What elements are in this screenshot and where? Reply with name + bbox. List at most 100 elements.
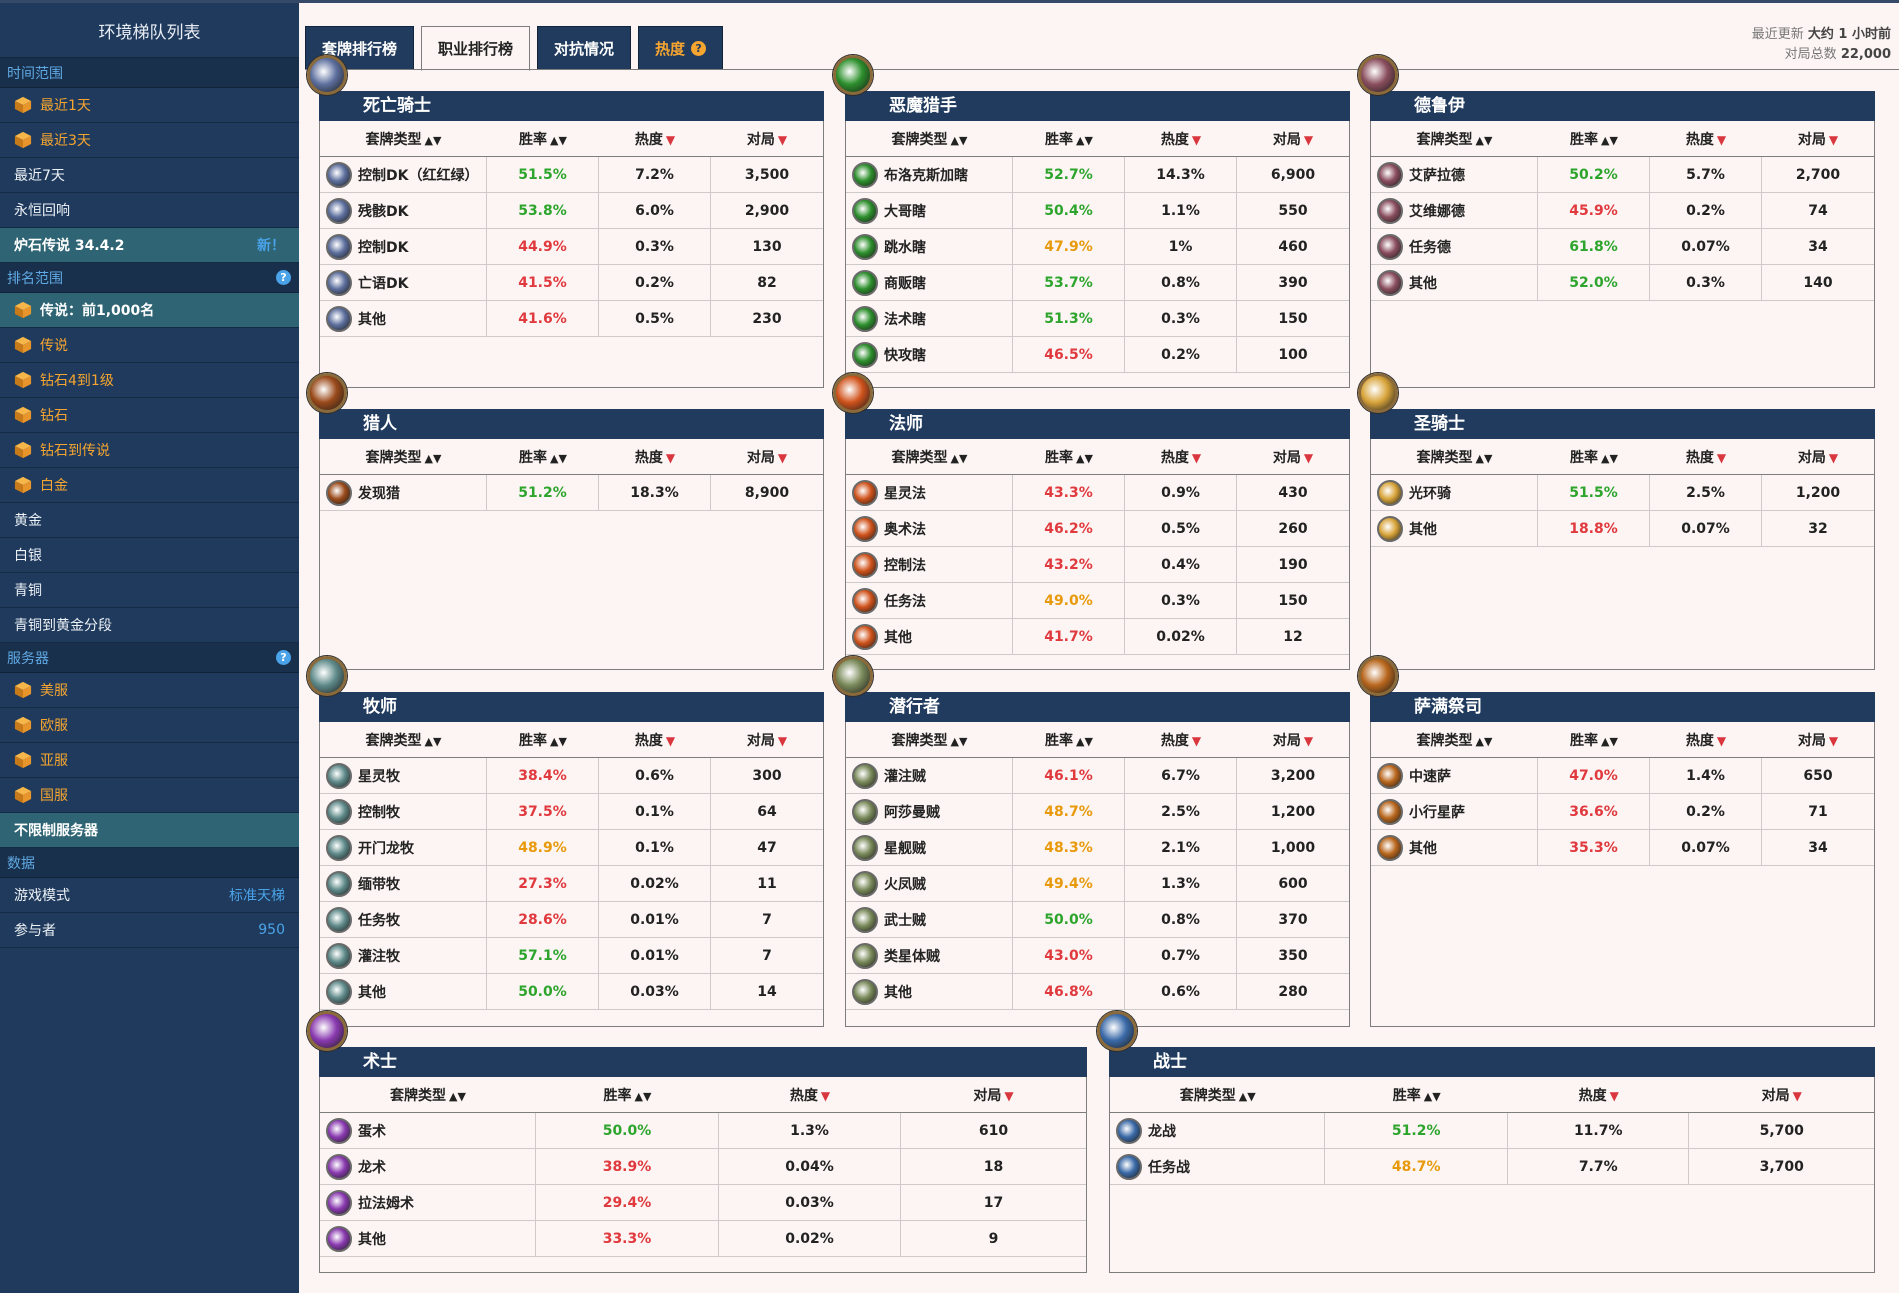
table-row[interactable]: 其他 46.8% 0.6% 280 <box>846 973 1349 1010</box>
sidebar-item[interactable]: 永恒回响 <box>0 193 299 228</box>
column-header-popularity[interactable]: 热度 ▼ <box>1125 447 1237 467</box>
column-header-popularity[interactable]: 热度 ▼ <box>1508 1085 1690 1105</box>
sidebar-item[interactable]: 传说 <box>0 328 299 363</box>
column-header-deck[interactable]: 套牌类型 ▲▼ <box>1371 730 1538 750</box>
table-row[interactable]: 中速萨 47.0% 1.4% 650 <box>1371 757 1874 794</box>
column-header-popularity[interactable]: 热度 ▼ <box>599 447 711 467</box>
column-header-popularity[interactable]: 热度 ▼ <box>719 1085 901 1105</box>
deck-name[interactable]: 蛋术 <box>358 1123 386 1140</box>
table-row[interactable]: 其他 35.3% 0.07% 34 <box>1371 829 1874 866</box>
column-header-games[interactable]: 对局 ▼ <box>901 1085 1086 1105</box>
table-row[interactable]: 光环骑 51.5% 2.5% 1,200 <box>1371 474 1874 511</box>
column-header-games[interactable]: 对局 ▼ <box>1237 129 1349 149</box>
table-row[interactable]: 星舰贼 48.3% 2.1% 1,000 <box>846 829 1349 866</box>
table-row[interactable]: 其他 41.7% 0.02% 12 <box>846 618 1349 655</box>
column-header-winrate[interactable]: 胜率 ▲▼ <box>487 129 599 149</box>
column-header-deck[interactable]: 套牌类型 ▲▼ <box>1371 129 1538 149</box>
table-row[interactable]: 武士贼 50.0% 0.8% 370 <box>846 901 1349 938</box>
deck-name[interactable]: 火凤贼 <box>884 876 926 893</box>
deck-name[interactable]: 其他 <box>358 984 386 1001</box>
column-header-deck[interactable]: 套牌类型 ▲▼ <box>320 730 487 750</box>
deck-name[interactable]: 控制牧 <box>358 804 400 821</box>
sidebar-item[interactable]: 白银 <box>0 538 299 573</box>
column-header-deck[interactable]: 套牌类型 ▲▼ <box>1110 1085 1325 1105</box>
tab-3[interactable]: 热度? <box>638 26 724 69</box>
deck-name[interactable]: 任务德 <box>1409 239 1451 256</box>
column-header-popularity[interactable]: 热度 ▼ <box>1125 129 1237 149</box>
column-header-games[interactable]: 对局 ▼ <box>1689 1085 1874 1105</box>
table-row[interactable]: 跳水瞎 47.9% 1% 460 <box>846 228 1349 265</box>
table-row[interactable]: 阿莎曼贼 48.7% 2.5% 1,200 <box>846 793 1349 830</box>
sidebar-item[interactable]: 钻石到传说 <box>0 433 299 468</box>
column-header-games[interactable]: 对局 ▼ <box>1762 129 1874 149</box>
table-row[interactable]: 残骸DK 53.8% 6.0% 2,900 <box>320 192 823 229</box>
column-header-winrate[interactable]: 胜率 ▲▼ <box>1013 447 1125 467</box>
table-row[interactable]: 大哥瞎 50.4% 1.1% 550 <box>846 192 1349 229</box>
table-row[interactable]: 任务战 48.7% 7.7% 3,700 <box>1110 1148 1874 1185</box>
deck-name[interactable]: 其他 <box>1409 275 1437 292</box>
sidebar-item[interactable]: 黄金 <box>0 503 299 538</box>
sidebar-item[interactable]: 不限制服务器 <box>0 813 299 848</box>
table-row[interactable]: 缅带牧 27.3% 0.02% 11 <box>320 865 823 902</box>
table-row[interactable]: 奥术法 46.2% 0.5% 260 <box>846 510 1349 547</box>
deck-name[interactable]: 星舰贼 <box>884 840 926 857</box>
table-row[interactable]: 控制法 43.2% 0.4% 190 <box>846 546 1349 583</box>
table-row[interactable]: 类星体贼 43.0% 0.7% 350 <box>846 937 1349 974</box>
sidebar-item[interactable]: 欧服 <box>0 708 299 743</box>
sidebar-item[interactable]: 传说：前1,000名 <box>0 293 299 328</box>
column-header-winrate[interactable]: 胜率 ▲▼ <box>536 1085 719 1105</box>
help-icon[interactable]: ? <box>276 270 291 285</box>
table-row[interactable]: 艾萨拉德 50.2% 5.7% 2,700 <box>1371 156 1874 193</box>
deck-name[interactable]: 任务法 <box>884 593 926 610</box>
tab-2[interactable]: 对抗情况 <box>537 26 632 69</box>
deck-name[interactable]: 艾维娜德 <box>1409 203 1465 220</box>
deck-name[interactable]: 灌注贼 <box>884 768 926 785</box>
sidebar-item[interactable]: 最近7天 <box>0 158 299 193</box>
deck-name[interactable]: 其他 <box>1409 521 1437 538</box>
column-header-deck[interactable]: 套牌类型 ▲▼ <box>320 447 487 467</box>
column-header-deck[interactable]: 套牌类型 ▲▼ <box>320 1085 536 1105</box>
deck-name[interactable]: 亡语DK <box>358 275 409 292</box>
table-row[interactable]: 发现猎 51.2% 18.3% 8,900 <box>320 474 823 511</box>
table-row[interactable]: 法术瞎 51.3% 0.3% 150 <box>846 300 1349 337</box>
column-header-winrate[interactable]: 胜率 ▲▼ <box>1013 129 1125 149</box>
deck-name[interactable]: 法术瞎 <box>884 311 926 328</box>
sidebar-item[interactable]: 亚服 <box>0 743 299 778</box>
column-header-popularity[interactable]: 热度 ▼ <box>599 129 711 149</box>
deck-name[interactable]: 光环骑 <box>1409 485 1451 502</box>
deck-name[interactable]: 控制DK（红红绿） <box>358 167 479 184</box>
sidebar-item[interactable]: 白金 <box>0 468 299 503</box>
deck-name[interactable]: 小行星萨 <box>1409 804 1465 821</box>
table-row[interactable]: 布洛克斯加瞎 52.7% 14.3% 6,900 <box>846 156 1349 193</box>
deck-name[interactable]: 龙术 <box>358 1159 386 1176</box>
deck-name[interactable]: 星灵牧 <box>358 768 400 785</box>
column-header-games[interactable]: 对局 ▼ <box>1237 447 1349 467</box>
table-row[interactable]: 亡语DK 41.5% 0.2% 82 <box>320 264 823 301</box>
sidebar-item[interactable]: 青铜到黄金分段 <box>0 608 299 643</box>
deck-name[interactable]: 商贩瞎 <box>884 275 926 292</box>
column-header-deck[interactable]: 套牌类型 ▲▼ <box>320 129 487 149</box>
deck-name[interactable]: 缅带牧 <box>358 876 400 893</box>
sidebar-item[interactable]: 最近1天 <box>0 88 299 123</box>
deck-name[interactable]: 其他 <box>358 311 386 328</box>
table-row[interactable]: 任务德 61.8% 0.07% 34 <box>1371 228 1874 265</box>
column-header-games[interactable]: 对局 ▼ <box>1762 730 1874 750</box>
table-row[interactable]: 火凤贼 49.4% 1.3% 600 <box>846 865 1349 902</box>
sidebar-item[interactable]: 钻石 <box>0 398 299 433</box>
table-row[interactable]: 小行星萨 36.6% 0.2% 71 <box>1371 793 1874 830</box>
deck-name[interactable]: 布洛克斯加瞎 <box>884 167 968 184</box>
sidebar-item[interactable]: 炉石传说 34.4.2 新！ <box>0 228 299 263</box>
sidebar-item[interactable]: 参与者 950 <box>0 913 299 948</box>
deck-name[interactable]: 任务牧 <box>358 912 400 929</box>
table-row[interactable]: 控制牧 37.5% 0.1% 64 <box>320 793 823 830</box>
column-header-games[interactable]: 对局 ▼ <box>711 730 823 750</box>
deck-name[interactable]: 武士贼 <box>884 912 926 929</box>
column-header-popularity[interactable]: 热度 ▼ <box>599 730 711 750</box>
table-row[interactable]: 蛋术 50.0% 1.3% 610 <box>320 1112 1086 1149</box>
deck-name[interactable]: 发现猎 <box>358 485 400 502</box>
deck-name[interactable]: 拉法姆术 <box>358 1195 414 1212</box>
table-row[interactable]: 控制DK 44.9% 0.3% 130 <box>320 228 823 265</box>
table-row[interactable]: 任务牧 28.6% 0.01% 7 <box>320 901 823 938</box>
table-row[interactable]: 快攻瞎 46.5% 0.2% 100 <box>846 336 1349 373</box>
column-header-winrate[interactable]: 胜率 ▲▼ <box>1013 730 1125 750</box>
